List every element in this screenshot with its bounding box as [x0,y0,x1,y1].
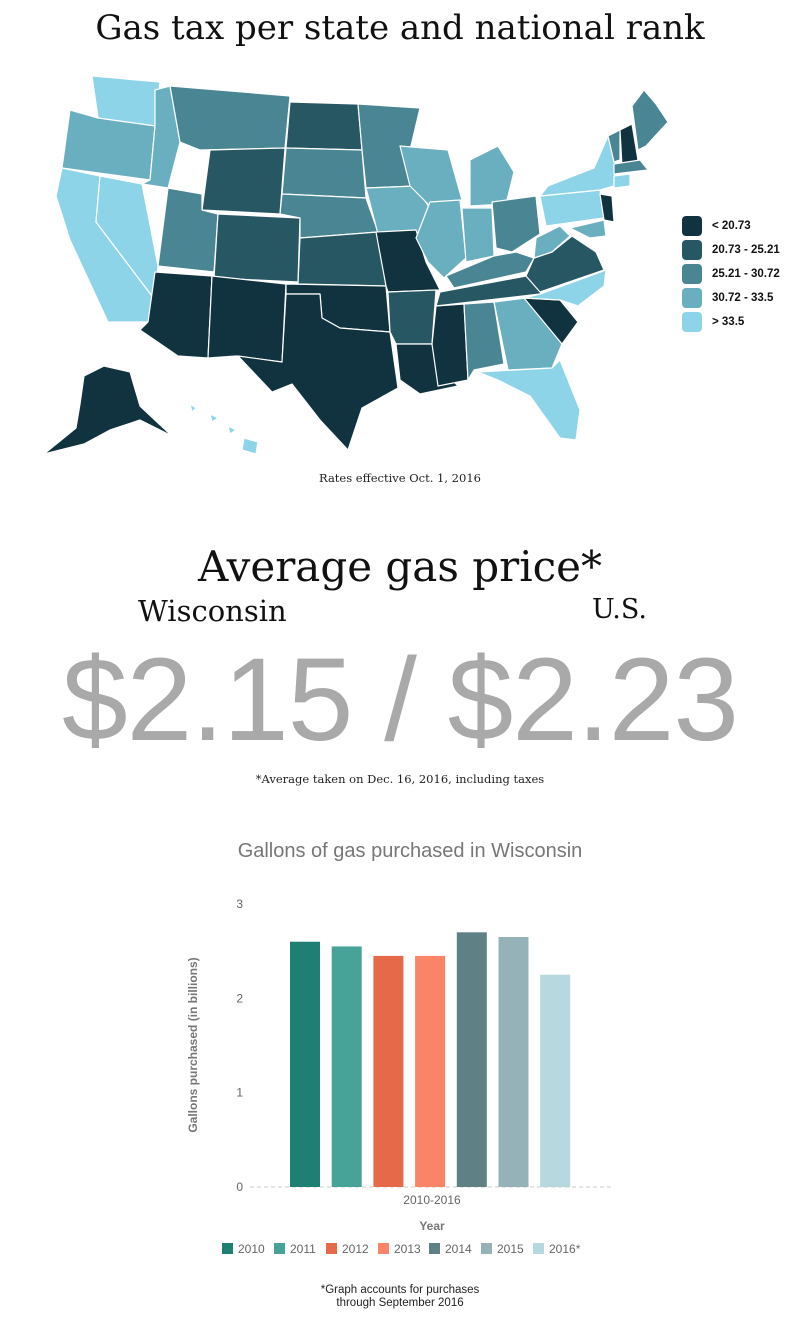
y-tick-label: 2 [236,991,243,1005]
y-tick-label: 0 [236,1180,243,1194]
x-tick-label: 2010-2016 [403,1193,461,1207]
legend-swatch [222,1243,233,1254]
legend-swatch [682,240,702,260]
state-maryland[interactable] [569,219,607,239]
map-note: Rates effective Oct. 1, 2016 [319,471,481,485]
state-texas[interactable] [237,293,399,451]
state-hawaii[interactable] [189,403,259,455]
y-tick-label: 1 [236,1086,243,1100]
bar-2011[interactable] [331,946,362,1187]
map-title: Gas tax per state and national rank [95,8,705,48]
legend-label: 2013 [394,1242,421,1256]
chart-footnote: *Graph accounts for purchases through Se… [0,1284,800,1310]
wisconsin-label: Wisconsin [138,594,287,628]
bars [290,932,571,1187]
legend-label: < 20.73 [712,220,751,232]
footnote-line: through September 2016 [336,1297,464,1309]
state-new-york[interactable] [539,135,617,197]
legend-swatch [481,1243,492,1254]
state-vermont[interactable] [607,129,621,163]
legend-swatch [274,1243,285,1254]
state-michigan[interactable] [469,145,515,207]
state-ohio[interactable] [491,195,541,253]
legend-label: 30.72 - 33.5 [712,292,774,304]
legend-label: 2010 [238,1242,265,1256]
legend-swatch [429,1243,440,1254]
us-gas-tax-map [43,75,669,455]
price-comparison: $2.15 / $2.23 [62,634,739,766]
state-north-carolina[interactable] [523,269,607,307]
legend-item-under-20-73: < 20.73 [682,214,800,238]
legend-label: 2016* [549,1242,581,1256]
legend-label: > 33.5 [712,316,745,328]
bar-2012[interactable] [373,955,404,1187]
state-west-virginia[interactable] [533,225,571,259]
legend-item-25-21-30-72: 25.21 - 30.72 [682,262,800,286]
state-florida[interactable] [477,359,581,441]
state-new-jersey[interactable] [599,193,615,223]
state-georgia[interactable] [493,297,563,371]
chart-title: Gallons of gas purchased in Wisconsin [237,840,583,862]
state-connecticut[interactable] [613,173,631,189]
state-mississippi[interactable] [431,303,469,387]
legend-item-20-73-25-21: 20.73 - 25.21 [682,238,800,262]
price-note: *Average taken on Dec. 16, 2016, includi… [255,772,545,786]
legend-swatch [326,1243,337,1254]
legend-label: 25.21 - 30.72 [712,268,780,280]
state-wyoming[interactable] [201,147,286,215]
footnote-line: *Graph accounts for purchases [320,1284,480,1296]
state-colorado[interactable] [213,213,301,283]
state-illinois[interactable] [415,199,467,279]
bar-2010[interactable] [290,941,320,1187]
legend-swatch [533,1243,544,1254]
legend-swatch [682,312,702,332]
map-legend: < 20.73 20.73 - 25.21 25.21 - 30.72 30.7… [682,214,800,334]
legend-label: 2014 [445,1242,472,1256]
state-alabama[interactable] [463,301,505,381]
legend-label: 20.73 - 25.21 [712,244,780,256]
legend-swatch [378,1243,389,1254]
bar-2015[interactable] [498,937,529,1187]
us-label: U.S. [592,594,647,625]
bar-2013[interactable] [415,955,446,1187]
legend-label: 2015 [497,1242,524,1256]
legend-item-over-33-5: > 33.5 [682,310,800,334]
state-new-mexico[interactable] [207,275,287,363]
y-axis-ticks: 0 1 2 3 [236,897,243,1194]
legend-swatch [682,288,702,308]
legend-swatch [682,216,702,236]
y-axis-label: Gallons purchased (in billions) [186,957,200,1132]
legend-item-30-72-33-5: 30.72 - 33.5 [682,286,800,310]
y-tick-label: 3 [236,897,243,911]
bar-2014[interactable] [456,932,487,1187]
state-maine[interactable] [631,89,669,151]
state-north-dakota[interactable] [285,101,363,151]
chart-legend: 2010 2011 2012 2013 2014 2015 2016* [222,1242,581,1256]
price-title: Average gas price* [197,542,603,591]
state-kansas[interactable] [297,231,387,287]
legend-label: 2012 [342,1242,369,1256]
state-south-dakota[interactable] [281,147,367,199]
bar-2016[interactable] [540,974,571,1187]
legend-swatch [682,264,702,284]
state-indiana[interactable] [461,207,495,263]
state-montana[interactable] [169,85,291,151]
state-missouri[interactable] [375,229,441,293]
state-alaska[interactable] [43,365,173,455]
x-axis-label: Year [419,1219,445,1233]
state-arkansas[interactable] [387,289,437,345]
bar-chart: 0 1 2 3 2010-2016 Year Gallons purchased (i… [186,897,614,1256]
legend-label: 2011 [290,1242,316,1256]
state-massachusetts[interactable] [613,159,649,175]
